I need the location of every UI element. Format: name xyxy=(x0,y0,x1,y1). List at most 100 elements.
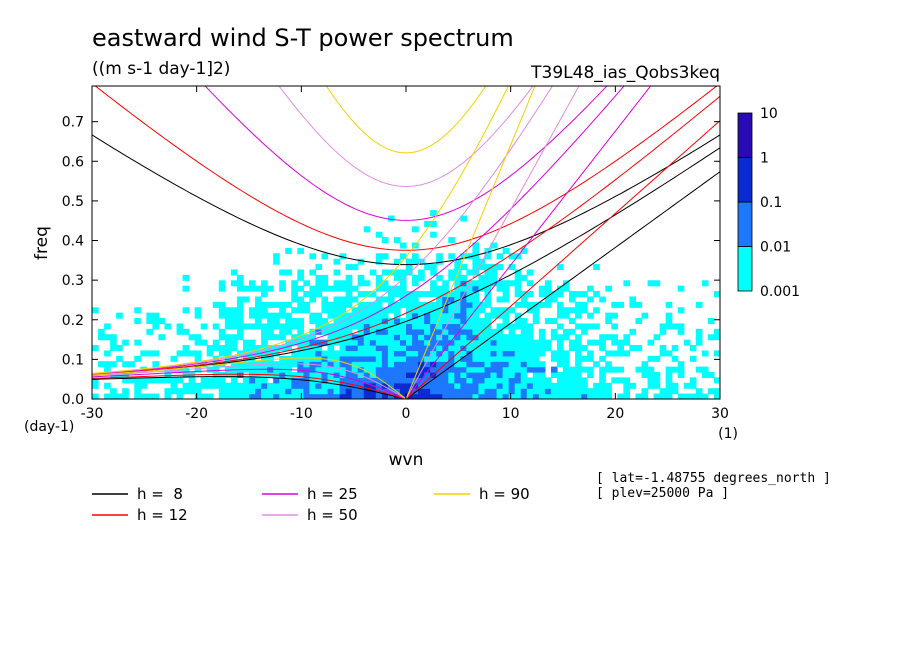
spectrum-cell xyxy=(478,393,486,399)
spectrum-cell xyxy=(436,323,443,330)
spectrum-cell xyxy=(267,388,274,395)
spectrum-cell xyxy=(436,253,443,260)
spectrum-cell xyxy=(556,377,564,384)
inertio-gravity-curve xyxy=(92,134,720,266)
spectrum-cell xyxy=(230,280,238,287)
spectrum-cell xyxy=(454,307,461,314)
spectrum-cell xyxy=(550,382,558,389)
spectrum-cell xyxy=(224,388,232,395)
spectrum-cell xyxy=(315,264,323,271)
spectrum-cell xyxy=(599,372,606,379)
spectrum-cell xyxy=(363,355,371,362)
spectrum-cell xyxy=(375,372,383,379)
spectrum-cell xyxy=(532,355,540,362)
spectrum-cell xyxy=(484,264,492,271)
spectrum-cell xyxy=(454,355,461,362)
spectrum-cell xyxy=(345,377,353,384)
spectrum-cell xyxy=(206,366,214,373)
spectrum-cell xyxy=(514,280,522,287)
spectrum-cell xyxy=(291,323,298,330)
spectrum-cell xyxy=(369,328,377,335)
spectrum-cell xyxy=(242,361,250,368)
spectrum-cell xyxy=(466,285,474,292)
spectrum-cell xyxy=(490,366,498,373)
spectrum-cell xyxy=(508,361,516,368)
spectrum-cell xyxy=(617,377,624,384)
spectrum-cell xyxy=(454,296,461,303)
spectrum-cell xyxy=(496,264,504,271)
x-axis-unit: (1) xyxy=(718,426,738,442)
spectrum-cell xyxy=(218,312,226,319)
spectrum-cell xyxy=(430,388,437,395)
spectrum-cell xyxy=(418,372,425,379)
spectrum-cell xyxy=(279,269,286,276)
spectrum-cell xyxy=(249,388,256,395)
spectrum-cell xyxy=(122,339,129,346)
spectrum-cell xyxy=(508,339,516,346)
spectrum-cell xyxy=(442,307,449,314)
spectrum-cell xyxy=(236,280,244,287)
spectrum-cell xyxy=(255,345,262,352)
spectrum-cell xyxy=(575,345,582,352)
spectrum-cell xyxy=(593,339,600,346)
spectrum-cell xyxy=(418,334,425,341)
spectrum-cell xyxy=(683,382,691,389)
spectrum-cell xyxy=(393,372,401,379)
spectrum-cell xyxy=(472,388,480,395)
spectrum-cell xyxy=(285,318,292,325)
spectrum-cell xyxy=(194,312,202,319)
spectrum-cell xyxy=(110,361,117,368)
spectrum-cell xyxy=(339,280,347,287)
spectrum-cell xyxy=(454,393,461,399)
spectrum-cell xyxy=(255,382,262,389)
spectrum-cell xyxy=(291,393,298,399)
spectrum-cell xyxy=(399,285,407,292)
spectrum-cell xyxy=(297,323,304,330)
spectrum-cell xyxy=(418,301,425,308)
spectrum-cell xyxy=(629,301,637,308)
spectrum-cell xyxy=(339,301,347,308)
spectrum-cell xyxy=(412,258,419,265)
spectrum-cell xyxy=(502,285,510,292)
spectrum-cell xyxy=(218,382,226,389)
spectrum-cell xyxy=(412,328,419,335)
spectrum-cell xyxy=(496,334,504,341)
spectrum-cell xyxy=(399,318,407,325)
spectrum-cell xyxy=(309,366,317,373)
spectrum-cell xyxy=(363,339,371,346)
spectrum-cell xyxy=(363,366,371,373)
spectrum-cell xyxy=(448,323,455,330)
spectrum-cell xyxy=(472,323,480,330)
spectrum-cell xyxy=(466,307,474,314)
spectrum-cell xyxy=(442,366,449,373)
spectrum-cell xyxy=(502,393,510,399)
spectrum-cell xyxy=(647,339,655,346)
spectrum-cell xyxy=(255,285,262,292)
spectrum-cell xyxy=(170,388,178,395)
spectrum-cell xyxy=(345,372,353,379)
spectrum-cell xyxy=(406,339,413,346)
spectrum-cell xyxy=(406,301,413,308)
plot-area xyxy=(91,85,721,400)
spectrum-cell xyxy=(393,237,401,244)
spectrum-cell xyxy=(460,215,467,222)
spectrum-cell xyxy=(484,274,492,281)
spectrum-cell xyxy=(98,334,105,341)
spectrum-cell xyxy=(345,355,353,362)
spectrum-cell xyxy=(315,274,323,281)
spectrum-cell xyxy=(478,372,486,379)
spectrum-cell xyxy=(448,274,455,281)
spectrum-cell xyxy=(242,377,250,384)
spectrum-cell xyxy=(255,377,262,384)
spectrum-cell xyxy=(369,345,377,352)
spectrum-cell xyxy=(454,345,461,352)
spectrum-cell xyxy=(514,301,522,308)
spectrum-cell xyxy=(599,334,606,341)
spectrum-cell xyxy=(418,274,425,281)
spectrum-cell xyxy=(92,345,99,352)
spectrum-cell xyxy=(309,334,317,341)
spectrum-cell xyxy=(333,258,341,265)
spectrum-cell xyxy=(255,323,262,330)
spectrum-cell xyxy=(152,318,160,325)
spectrum-cell xyxy=(375,382,383,389)
